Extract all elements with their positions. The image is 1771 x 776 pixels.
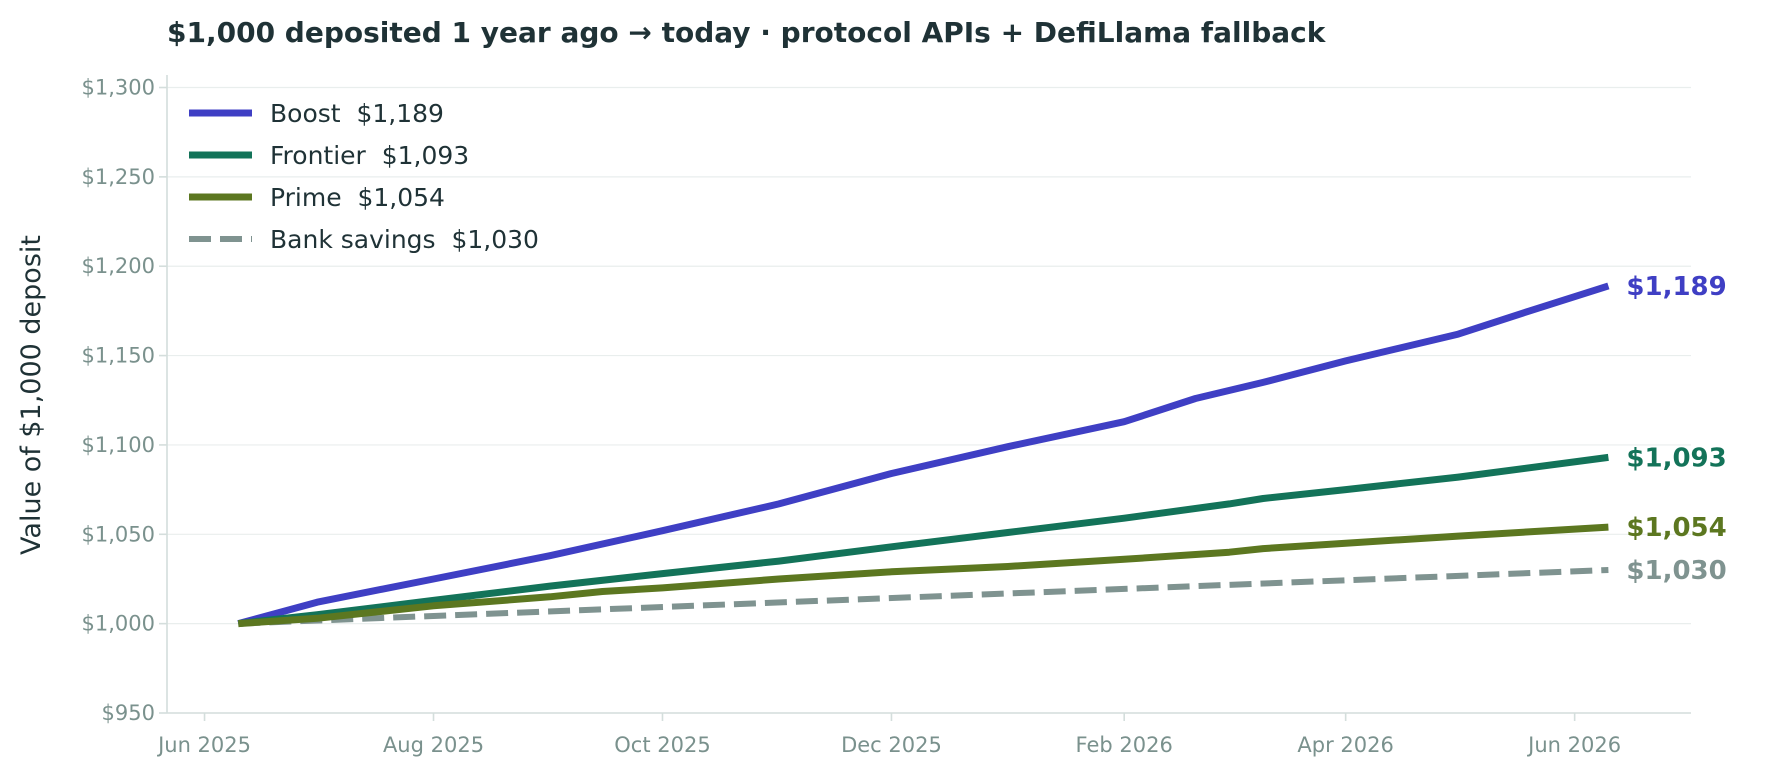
series-line-bank-savings <box>238 567 1609 627</box>
x-tick-label: Feb 2026 <box>1076 733 1173 757</box>
y-tick-label: $1,150 <box>82 344 155 368</box>
legend-label-frontier: Frontier $1,093 <box>270 141 469 170</box>
y-tick-label: $950 <box>102 701 155 725</box>
legend-label-boost: Boost $1,189 <box>270 99 444 128</box>
series-line-boost <box>237 282 1610 627</box>
y-tick-labels: $950 $1,000 $1,050 $1,100 $1,150 $1,200 $1,250… <box>82 76 167 725</box>
x-tick-label: Oct 2025 <box>614 733 710 757</box>
series-end-labels: $1,189 $1,093 $1,054 $1,030 <box>1626 272 1726 586</box>
series-line-frontier <box>237 453 1609 628</box>
end-label-bank-savings: $1,030 <box>1626 556 1726 586</box>
legend: Boost $1,189 Frontier $1,093 Prime $1,054 B… <box>189 99 539 254</box>
series-lines <box>237 282 1610 628</box>
x-tick-label: Aug 2025 <box>383 733 484 757</box>
axes <box>166 75 1691 714</box>
x-tick-label: Apr 2026 <box>1297 733 1393 757</box>
gridlines <box>167 86 1691 714</box>
y-tick-label: $1,000 <box>82 612 155 636</box>
x-tick-labels: Jun 2025 Aug 2025 Oct 2025 Dec 2025 Feb 2026… <box>156 713 1621 757</box>
y-tick-label: $1,100 <box>82 433 155 457</box>
y-tick-label: $1,050 <box>82 522 155 546</box>
end-label-boost: $1,189 <box>1626 272 1726 302</box>
series-line-prime <box>238 523 1609 628</box>
x-tick-label: Jun 2026 <box>1526 733 1621 757</box>
y-axis-label: Value of $1,000 deposit <box>16 235 47 555</box>
x-tick-label: Jun 2025 <box>156 733 251 757</box>
chart-title: $1,000 deposited 1 year ago → today · pr… <box>167 16 1327 49</box>
legend-label-bank-savings: Bank savings $1,030 <box>270 225 539 254</box>
y-tick-label: $1,300 <box>82 76 155 100</box>
x-tick-label: Dec 2025 <box>841 733 942 757</box>
y-tick-label: $1,250 <box>82 165 155 189</box>
y-tick-label: $1,200 <box>82 254 155 278</box>
end-label-prime: $1,054 <box>1626 513 1726 543</box>
end-label-frontier: $1,093 <box>1626 443 1726 473</box>
legend-label-prime: Prime $1,054 <box>270 183 445 212</box>
